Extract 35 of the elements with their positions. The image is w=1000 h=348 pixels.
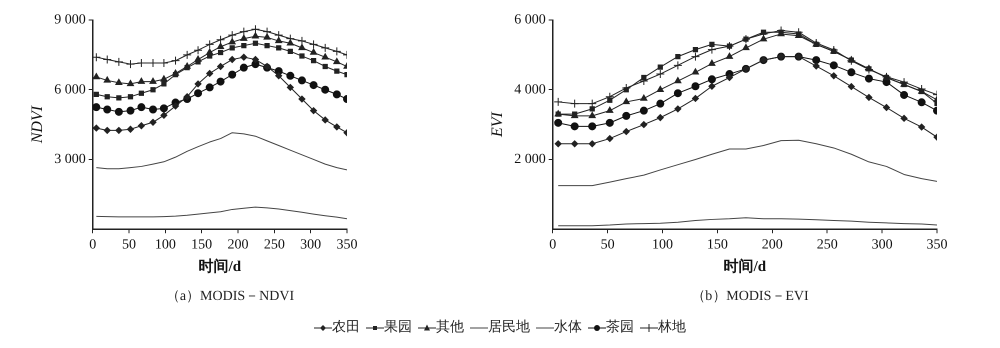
y-tick-label: 9 000 <box>54 12 86 28</box>
x-tick-label: 300 <box>872 237 893 252</box>
x-axis-title: 时间/d <box>724 258 767 275</box>
legend-label: 果园 <box>384 320 412 335</box>
x-tick-label: 350 <box>336 237 358 252</box>
y-tick-label: 6 000 <box>514 12 546 28</box>
x-tick-label: 100 <box>154 237 176 252</box>
legend-label: 农田 <box>332 320 360 335</box>
x-tick-label: 250 <box>264 237 285 252</box>
x-tick-label: 0 <box>89 237 96 252</box>
x-tick-label: 100 <box>652 237 673 252</box>
x-tick-label: 300 <box>300 237 322 252</box>
x-tick-label: 50 <box>600 237 615 252</box>
x-tick-label: 200 <box>762 237 783 252</box>
x-tick-label: 150 <box>191 237 212 252</box>
x-tick-label: 0 <box>549 237 556 252</box>
x-tick-label: 200 <box>228 237 249 252</box>
text: （b）MODIS－EVI <box>690 288 810 305</box>
x-tick-label: 50 <box>122 237 136 252</box>
y-tick-label: 4 000 <box>514 82 546 98</box>
legend-label: 茶园 <box>606 320 634 335</box>
legend-label: 其他 <box>436 320 464 335</box>
text: （a）MODIS－NDVI <box>164 288 296 305</box>
x-tick-label: 350 <box>926 237 948 252</box>
y-tick-label: 3 000 <box>54 152 86 168</box>
y-axis-title: EVI <box>488 111 506 138</box>
legend-label: 居民地 <box>488 320 530 335</box>
x-tick-label: 250 <box>816 237 838 252</box>
x-tick-label: 150 <box>706 237 728 252</box>
y-axis-title: NDVI <box>28 105 46 144</box>
y-tick-label: 6 000 <box>54 82 86 98</box>
legend-label: 林地 <box>658 320 686 335</box>
legend-label: 水体 <box>554 320 582 335</box>
y-tick-label: 2 000 <box>514 152 546 168</box>
x-axis-title: 时间/d <box>198 258 242 275</box>
